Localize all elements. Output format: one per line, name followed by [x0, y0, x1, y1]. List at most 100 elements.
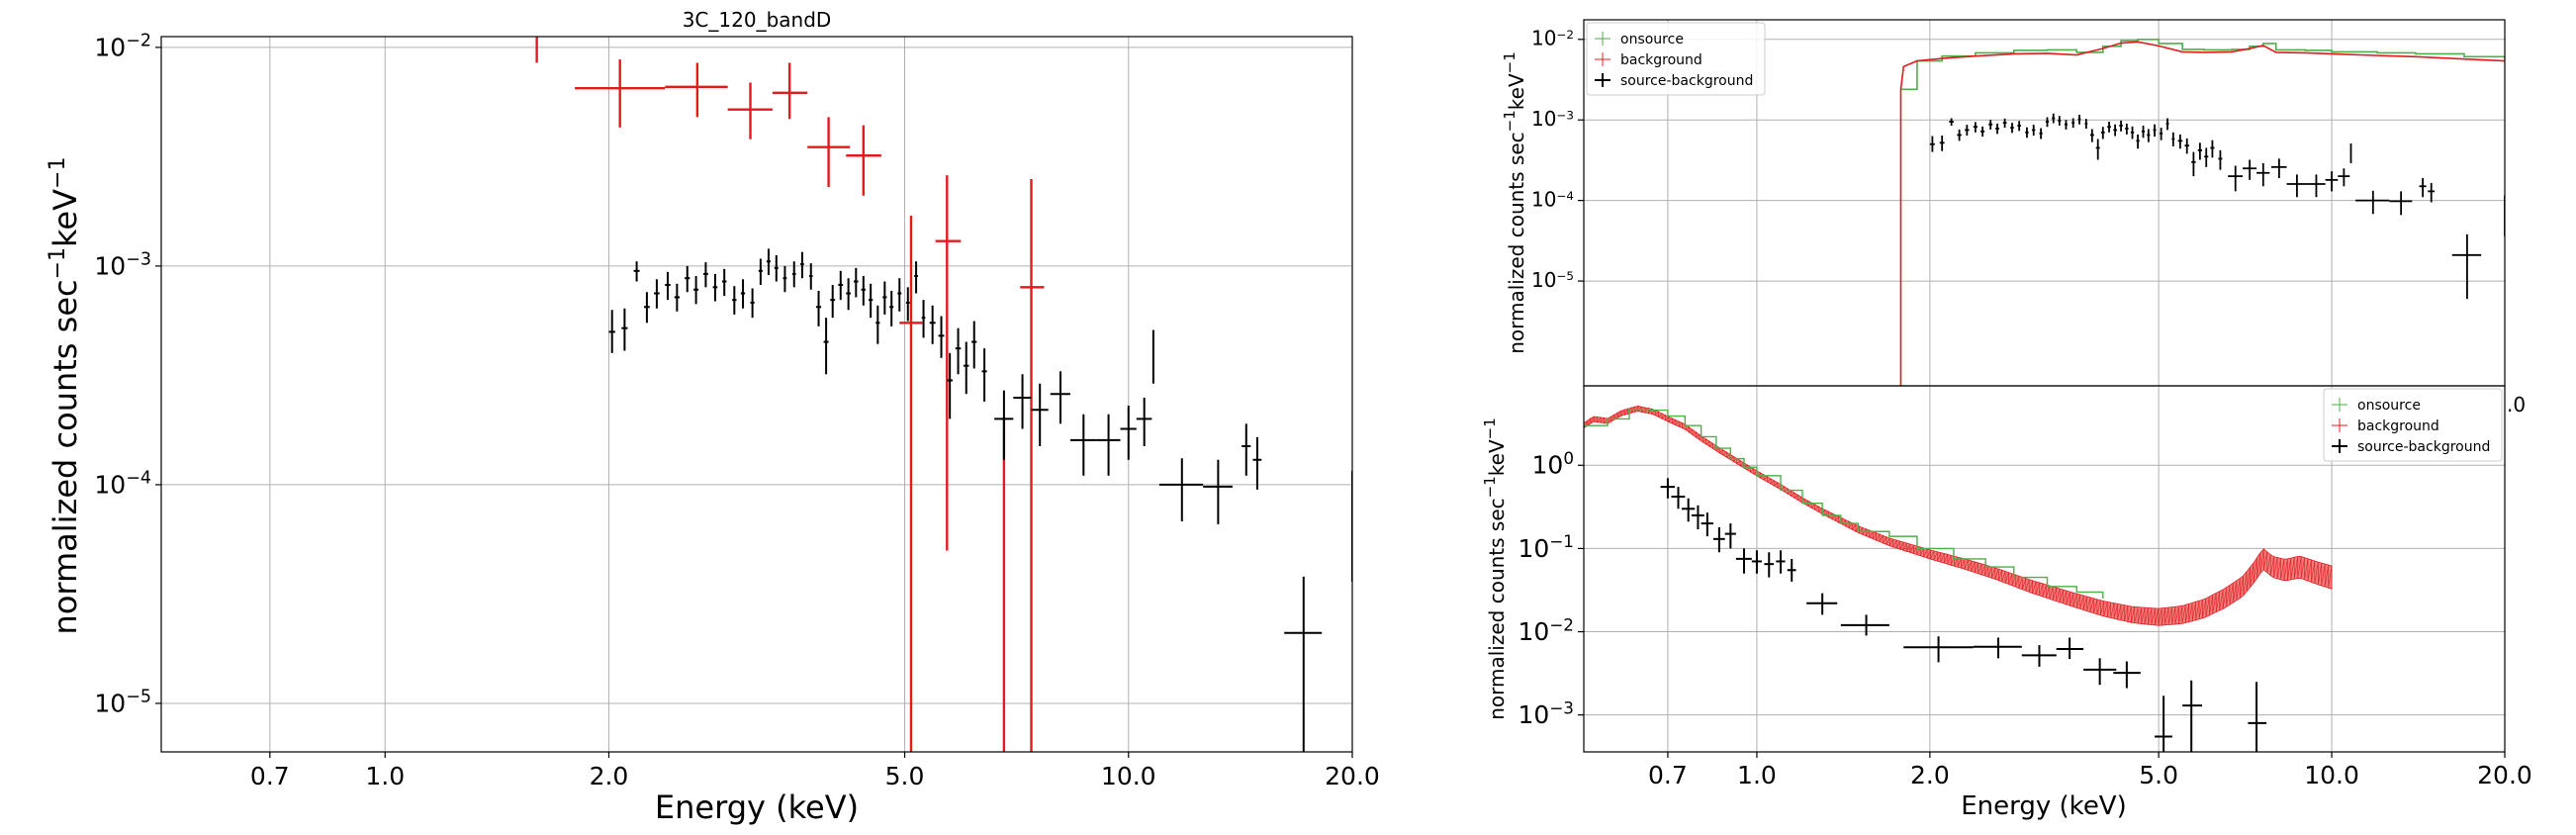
data-point — [2100, 127, 2105, 139]
y-tick-label-base: 10 — [94, 471, 126, 500]
x-tick-label: 10.0 — [1101, 762, 1156, 790]
background-series-line — [1584, 405, 2333, 626]
data-point — [2141, 125, 2146, 139]
left-y-axis-label: normalized counts sec−1keV−1 — [46, 157, 84, 635]
x-tick-label: 10.0 — [2304, 761, 2359, 789]
data-point — [938, 316, 945, 358]
data-point — [971, 321, 977, 369]
data-point — [654, 279, 660, 309]
data-point — [815, 290, 822, 326]
bottom-right-legend: onsource background source-background — [2323, 388, 2503, 462]
legend-label: source-background — [2357, 439, 2490, 455]
bottom-right-x-axis-label: Energy (keV) — [1961, 791, 2127, 821]
data-point — [875, 305, 880, 344]
x-tick-label: 0.7 — [1648, 761, 1688, 789]
x-tick-label: 2.0 — [1910, 761, 1950, 789]
y-tick-label: 10−2 — [1531, 27, 1574, 50]
y-tick-label-base: 10 — [1531, 188, 1556, 212]
data-point — [782, 265, 787, 293]
data-point — [2153, 124, 2157, 138]
data-point — [1252, 436, 1262, 490]
y-tick-label: 10−3 — [94, 250, 151, 281]
data-point — [861, 276, 867, 306]
data-point — [621, 308, 628, 351]
data-point — [2248, 682, 2267, 752]
bottom-right-plot-frame — [1583, 385, 2506, 753]
data-point — [882, 281, 887, 315]
data-point — [2147, 129, 2151, 142]
data-point — [674, 283, 680, 312]
bottom-right-y-axis-label: normalized counts sec−1keV−1 — [1481, 418, 1509, 720]
x-tick-label: 20.0 — [1325, 762, 1380, 790]
top-right-edge-tick-label: .0 — [2507, 393, 2526, 417]
top-right-y-label-main: normalized counts sec — [1505, 132, 1528, 353]
data-point — [727, 82, 773, 139]
y-tick-label-base: 10 — [1518, 534, 1549, 563]
data-point — [981, 348, 987, 402]
data-point — [838, 270, 844, 301]
legend-box — [2323, 388, 2503, 462]
data-point — [1203, 459, 1233, 524]
top-right-chart-marks — [1899, 38, 2505, 386]
data-point — [1806, 593, 1838, 615]
data-point — [889, 290, 894, 326]
top-right-y-label-exp2: −1 — [1501, 51, 1518, 73]
y-tick-label-base: 10 — [1518, 700, 1549, 729]
left-chart-title: 3C_120_bandD — [683, 8, 832, 32]
data-point — [1136, 397, 1152, 447]
data-point — [1973, 122, 1978, 133]
data-point — [2228, 165, 2244, 192]
series-red-difference — [535, 37, 1045, 752]
left-y-axis-label-exp2: −1 — [46, 157, 70, 189]
data-point — [947, 352, 953, 419]
data-point — [2083, 658, 2117, 686]
data-point — [1776, 550, 1786, 574]
data-point — [1965, 125, 1970, 136]
data-point — [2130, 126, 2135, 139]
data-point — [2119, 120, 2123, 132]
data-point — [774, 255, 779, 282]
data-point — [750, 288, 755, 319]
data-point — [868, 283, 874, 319]
bottom-right-y-label-exp2: −1 — [1481, 418, 1499, 439]
legend-box — [1586, 22, 1766, 96]
data-point — [2182, 680, 2203, 752]
data-point — [914, 261, 918, 294]
legend-item-background: background — [1595, 52, 1702, 68]
data-point — [2306, 174, 2326, 198]
data-point — [712, 273, 718, 302]
data-point — [1724, 523, 1736, 549]
data-point — [955, 327, 962, 375]
y-tick-label-exponent: −1 — [1549, 531, 1574, 551]
data-point — [1013, 374, 1032, 429]
y-tick-label-exponent: −2 — [1556, 28, 1574, 42]
y-tick-label-exponent: −4 — [1556, 189, 1574, 203]
y-tick-label: 10−4 — [94, 469, 151, 500]
y-tick-label-base: 10 — [94, 690, 126, 718]
data-point — [2002, 118, 2007, 129]
data-point — [702, 262, 708, 288]
data-point — [1120, 405, 1137, 460]
data-point — [830, 284, 836, 319]
data-point — [2077, 114, 2081, 125]
y-tick-label: 10−1 — [1518, 531, 1574, 563]
y-tick-label: 10−5 — [94, 688, 151, 718]
data-point — [2270, 158, 2287, 178]
data-point — [2191, 151, 2196, 177]
data-point — [2113, 661, 2141, 689]
y-tick-label-exponent: −3 — [1549, 697, 1574, 717]
data-point — [2165, 118, 2169, 131]
data-point — [1929, 136, 1935, 152]
data-point — [685, 265, 690, 293]
y-tick-label: 100 — [1532, 448, 1575, 480]
y-tick-label-exponent: 0 — [1563, 448, 1574, 468]
y-tick-label-exponent: −2 — [1549, 614, 1574, 634]
data-point — [2045, 117, 2050, 128]
data-point — [2197, 142, 2203, 160]
top-right-chart: 10−510−410−310−2 .0 normalized counts se… — [1501, 19, 2526, 417]
data-point — [1973, 637, 2022, 659]
legend-item-source-background: source-background — [1595, 73, 1753, 89]
data-point — [929, 305, 936, 344]
